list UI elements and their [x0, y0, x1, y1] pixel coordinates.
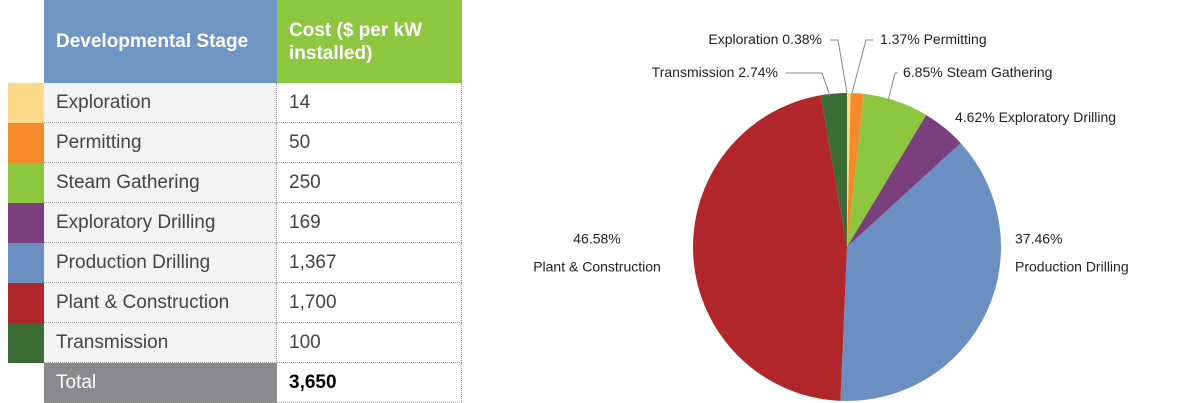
total-label: Total: [44, 363, 277, 403]
leader-line: [851, 39, 873, 94]
header-cell: Cost ($ per kW installed): [277, 0, 462, 83]
slice-label: 4.62% Exploratory Drilling: [955, 109, 1116, 125]
pie-slice: [847, 114, 961, 248]
cost-cell: 250: [277, 163, 462, 203]
table-row: Steam Gathering 250: [8, 163, 462, 203]
color-swatch: [8, 83, 44, 123]
slice-value-label: 2.74%: [738, 64, 778, 80]
pie-slice: [847, 93, 864, 248]
slice-value-label: 37.46%: [1015, 231, 1062, 247]
slice-value-label: 6.85%: [903, 64, 943, 80]
table-row: Permitting 50: [8, 123, 462, 163]
color-swatch: [8, 323, 44, 363]
cost-cell: 169: [277, 203, 462, 243]
stage-cell: Transmission: [44, 323, 277, 363]
slice-label: Transmission 2.74%: [652, 64, 778, 80]
table-row: Production Drilling 1,367: [8, 243, 462, 283]
stage-cell: Steam Gathering: [44, 163, 277, 203]
slice-name-label: Production Drilling: [1015, 259, 1129, 275]
stage-cell: Exploratory Drilling: [44, 203, 277, 243]
table-row: Exploratory Drilling 169: [8, 203, 462, 243]
slice-value-label: 0.38%: [782, 31, 822, 47]
cost-table: Developmental Stage Cost ($ per kW insta…: [8, 0, 462, 403]
slice-label: 6.85% Steam Gathering: [903, 64, 1052, 80]
pie-slice: [847, 93, 851, 247]
cost-cell: 50: [277, 123, 462, 163]
color-swatch: [8, 163, 44, 203]
color-swatch: [8, 243, 44, 283]
pie-slice: [692, 95, 847, 401]
slice-name-label: Transmission: [652, 64, 735, 80]
header-cell: Developmental Stage: [44, 0, 277, 83]
slice-label: 1.37% Permitting: [880, 31, 987, 47]
leader-line: [786, 72, 831, 97]
slice-name-label: Plant & Construction: [533, 259, 661, 275]
cost-cell: 14: [277, 83, 462, 123]
table-row: Exploration 14: [8, 83, 462, 123]
color-swatch: [8, 203, 44, 243]
pie-slice: [840, 143, 1001, 402]
cost-cell: 1,700: [277, 283, 462, 323]
total-row: Total 3,650: [8, 363, 462, 403]
stage-cell: Plant & Construction: [44, 283, 277, 323]
slice-name-label: Steam Gathering: [947, 64, 1053, 80]
color-swatch: [8, 123, 44, 163]
table-row: Plant & Construction 1,700: [8, 283, 462, 323]
cost-cell: 100: [277, 323, 462, 363]
stage-cell: Permitting: [44, 123, 277, 163]
slice-value-label: 4.62%: [955, 109, 995, 125]
table-row: Transmission 100: [8, 323, 462, 363]
stage-cell: Exploration: [44, 83, 277, 123]
leader-line: [830, 39, 848, 94]
color-swatch: [8, 283, 44, 323]
stage-cell: Production Drilling: [44, 243, 277, 283]
slice-value-label: 46.58%: [573, 231, 620, 247]
slice-value-label: 1.37%: [880, 31, 920, 47]
table-body: Exploration 14 Permitting 50 Steam Gathering…: [8, 83, 462, 363]
cost-cell: 1,367: [277, 243, 462, 283]
header-row: Developmental Stage Cost ($ per kW insta…: [8, 0, 462, 83]
slice-label: Exploration 0.38%: [708, 31, 822, 47]
slice-name-label: Exploratory Drilling: [999, 109, 1116, 125]
slice-name-label: Exploration: [708, 31, 778, 47]
pie-slice: [847, 93, 927, 247]
leader-line: [887, 72, 898, 102]
pie-slice: [820, 93, 847, 247]
slice-name-label: Permitting: [924, 31, 987, 47]
